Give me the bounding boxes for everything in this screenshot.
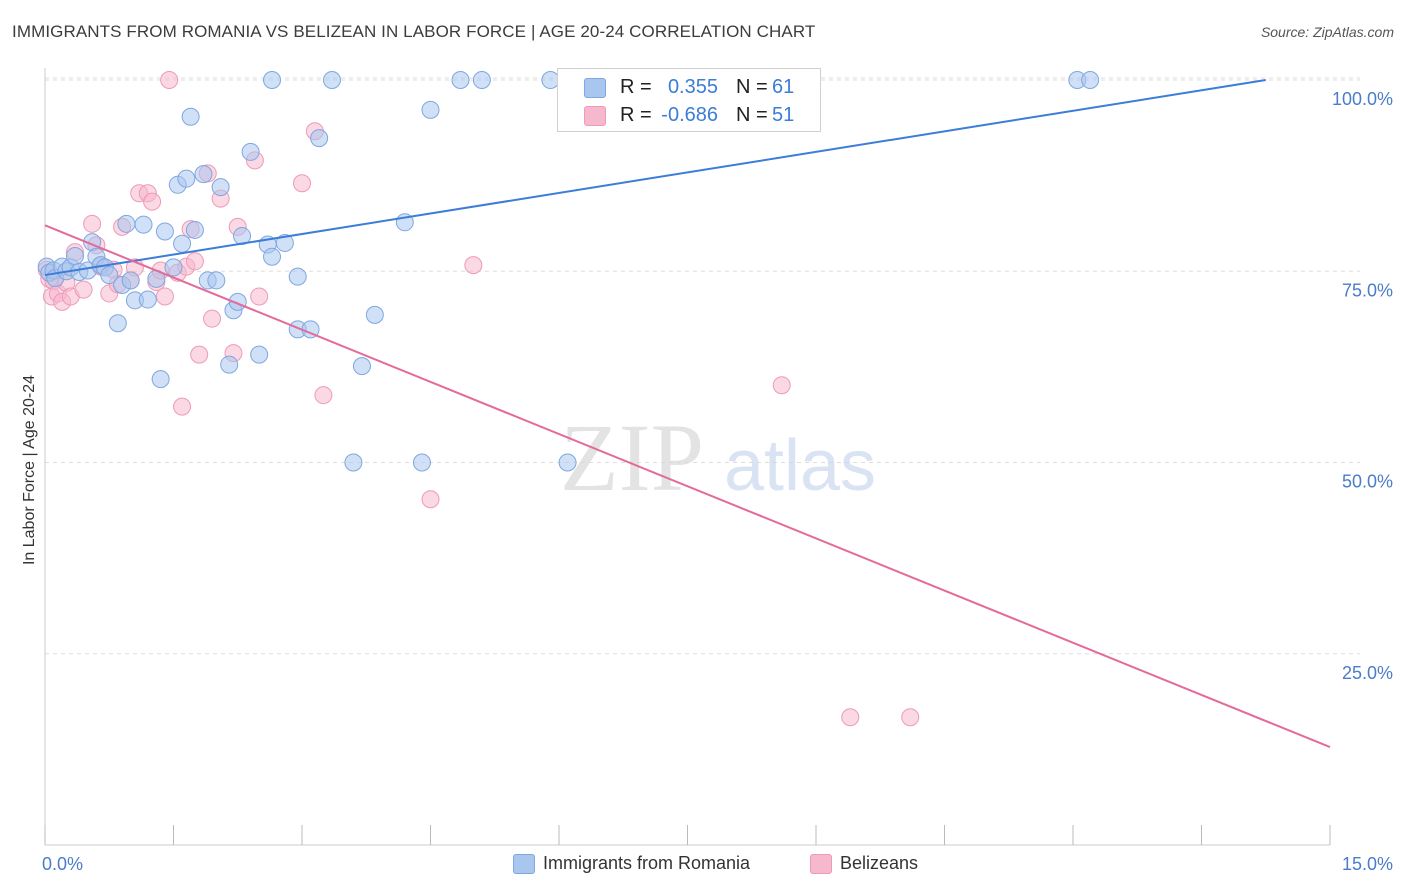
- data-point-belizeans: [203, 309, 222, 328]
- data-point-romania: [207, 271, 226, 290]
- data-point-belizeans: [250, 287, 269, 306]
- axes: [44, 68, 1331, 846]
- data-point-romania: [412, 453, 431, 472]
- data-point-romania: [211, 178, 230, 197]
- data-point-belizeans: [421, 490, 440, 509]
- data-point-belizeans: [185, 252, 204, 271]
- data-point-romania: [352, 357, 371, 376]
- y-tick-label: 25.0%: [1342, 663, 1393, 683]
- grid-lines: [45, 77, 1360, 655]
- data-point-belizeans: [314, 386, 333, 405]
- legend-n-label: N =: [736, 104, 768, 126]
- data-point-romania: [117, 214, 136, 233]
- data-point-romania: [263, 71, 282, 89]
- belizeans-points: [37, 71, 920, 727]
- data-point-belizeans: [74, 280, 93, 299]
- chart-title: IMMIGRANTS FROM ROMANIA VS BELIZEAN IN L…: [12, 22, 816, 41]
- data-point-belizeans: [173, 397, 192, 416]
- data-point-romania: [558, 453, 577, 472]
- data-point-romania: [344, 453, 363, 472]
- data-point-belizeans: [190, 345, 209, 364]
- data-point-romania: [100, 266, 119, 285]
- data-point-romania: [155, 222, 174, 241]
- data-point-romania: [288, 267, 307, 286]
- trend-lines: [44, 79, 1331, 749]
- legend-swatch-belizeans: [584, 106, 606, 126]
- x-tick-label: 0.0%: [42, 854, 83, 874]
- data-point-romania: [134, 215, 153, 234]
- legend-row-belizeans: R = -0.686 N = 51: [558, 100, 820, 128]
- data-point-romania: [185, 220, 204, 239]
- data-point-belizeans: [464, 256, 483, 275]
- data-point-romania: [220, 355, 239, 374]
- legend-r-label: R =: [620, 76, 652, 98]
- data-point-belizeans: [772, 376, 791, 395]
- data-point-belizeans: [83, 214, 102, 233]
- legend-r-label: R =: [620, 104, 652, 126]
- data-point-romania: [365, 305, 384, 324]
- data-point-romania: [250, 345, 269, 364]
- legend-r-value: -0.686: [661, 104, 718, 126]
- legend-n-value: 61: [772, 76, 795, 98]
- data-point-romania: [263, 247, 282, 266]
- data-point-belizeans: [143, 192, 162, 211]
- y-tick-label: 50.0%: [1342, 472, 1393, 492]
- y-tick-label: 75.0%: [1342, 280, 1393, 300]
- data-point-romania: [151, 370, 170, 389]
- data-point-romania: [451, 71, 470, 89]
- data-point-belizeans: [160, 71, 179, 89]
- legend-n-label: N =: [736, 76, 768, 98]
- watermark: ZIP atlas: [560, 404, 876, 511]
- data-point-romania: [177, 169, 196, 188]
- correlation-legend: R = 0.355 N = 61 R = -0.686 N = 51: [557, 68, 821, 132]
- data-point-romania: [173, 234, 192, 253]
- watermark-atlas: atlas: [724, 426, 876, 506]
- y-tick-label: 100.0%: [1332, 89, 1393, 109]
- legend-row-romania: R = 0.355 N = 61: [558, 72, 820, 100]
- data-point-romania: [138, 290, 157, 309]
- data-point-romania: [241, 142, 260, 161]
- series-legend: Immigrants from Romania Belizeans: [0, 852, 1406, 878]
- data-point-belizeans: [901, 708, 920, 727]
- data-point-romania: [421, 100, 440, 119]
- data-point-romania: [121, 271, 140, 290]
- data-point-romania: [472, 71, 491, 89]
- data-point-romania: [108, 314, 127, 333]
- data-point-belizeans: [155, 287, 174, 306]
- x-tick-label: 15.0%: [1342, 854, 1393, 874]
- legend-swatch-belizeans: [810, 854, 832, 874]
- legend-n-value: 51: [772, 104, 795, 126]
- data-point-romania: [194, 165, 213, 184]
- data-point-romania: [181, 107, 200, 126]
- source-credit: Source: ZipAtlas.com: [1260, 24, 1394, 40]
- data-point-romania: [310, 129, 329, 148]
- legend-swatch-romania: [513, 854, 535, 874]
- data-point-romania: [1081, 71, 1100, 89]
- watermark-zip: ZIP: [560, 404, 704, 511]
- data-point-romania: [275, 233, 294, 252]
- legend-r-value: 0.355: [667, 76, 718, 98]
- legend-swatch-romania: [584, 78, 606, 98]
- legend-label-romania: Immigrants from Romania: [543, 853, 751, 873]
- data-point-belizeans: [293, 174, 311, 193]
- tick-labels: 100.0% 75.0% 50.0% 25.0% 0.0% 15.0%: [42, 89, 1393, 874]
- data-point-belizeans: [841, 708, 860, 727]
- data-point-romania: [322, 71, 341, 89]
- data-point-romania: [164, 258, 183, 277]
- legend-label-belizeans: Belizeans: [840, 853, 919, 873]
- data-point-romania: [65, 246, 84, 265]
- trend-line-belizeans: [44, 224, 1331, 749]
- trend-line-romania: [44, 79, 1266, 277]
